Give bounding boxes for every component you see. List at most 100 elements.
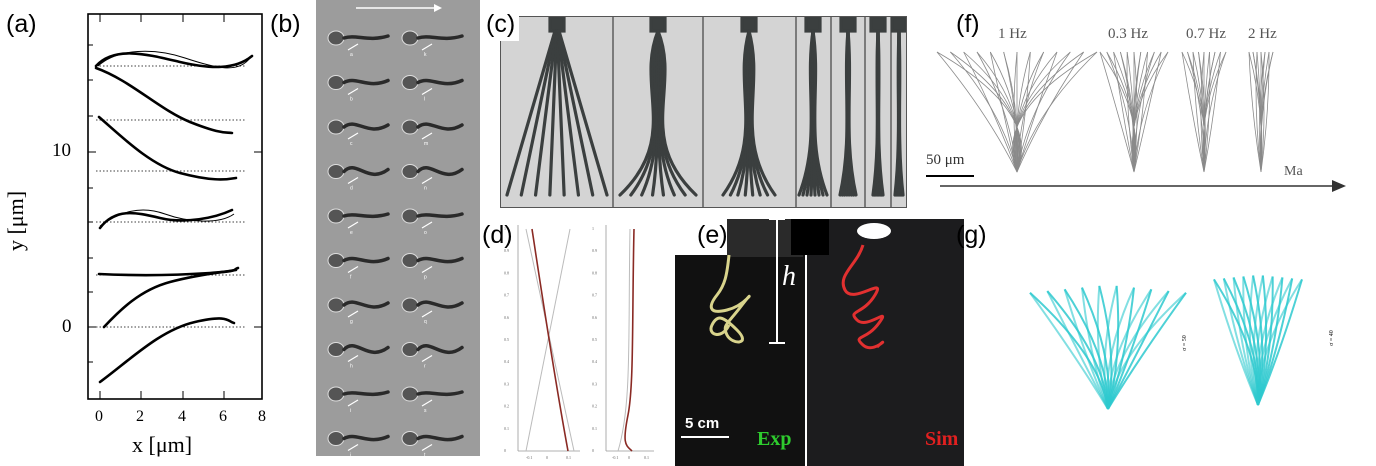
panel-d: (d) 1 1 0.9 0.9 0.8 0.8 0.7 0.7 0.6 0.6 0.5 0.5 0.4 0… <box>482 215 667 466</box>
cell-body <box>327 297 345 313</box>
lattice-rod <box>936 51 1018 173</box>
frame-letter: b <box>350 97 353 103</box>
flagellum <box>342 300 390 309</box>
flagellum <box>342 344 390 355</box>
flagellum <box>342 212 390 219</box>
cyan-rod <box>1103 285 1118 410</box>
d-xtick-right: 0 <box>628 455 630 460</box>
cyan-rod <box>1107 292 1187 410</box>
lattice-rod <box>1012 51 1084 173</box>
sigma-label-1: σ = 50 <box>1181 335 1188 351</box>
frame-letter: a <box>350 52 353 58</box>
sim-helix <box>841 244 885 350</box>
velocity-arrow <box>421 176 433 185</box>
d-ytick-right: 0.6 <box>592 315 597 320</box>
velocity-arrow <box>421 132 433 140</box>
sim-label: Sim <box>925 428 959 450</box>
rod-clamp <box>839 17 857 33</box>
rod <box>533 29 558 197</box>
panel-a-label: (a) <box>6 10 37 38</box>
velocity-arrow <box>421 265 433 274</box>
cell-body <box>401 431 419 446</box>
d-ytick-left: 0.7 <box>504 293 509 298</box>
black-box-occluder <box>791 219 829 255</box>
height-symbol: h <box>782 261 796 292</box>
d-ytick-left: 0.8 <box>504 270 509 275</box>
panel-g-label: (g) <box>956 221 987 249</box>
panel-f: (f) 1 Hz 0.3 Hz 0.7 Hz 2 Hz 50 μm Ma <box>922 0 1376 215</box>
d-xtick-left: -0.1 <box>526 455 532 460</box>
flagellum <box>416 212 464 219</box>
lattice-rod <box>1192 51 1205 173</box>
frame-letter: g <box>350 319 353 325</box>
cell-body <box>401 386 419 402</box>
panel-b-label: (b) <box>270 10 303 39</box>
velocity-arrow <box>347 43 359 51</box>
flagellum <box>416 34 464 41</box>
cell-body <box>401 208 419 224</box>
exp-photo <box>675 255 805 466</box>
lattice-rod <box>1016 51 1071 173</box>
cell-body <box>327 119 345 135</box>
microscopy-strip: a k b l c m d n e o f p g q h r i s j t <box>316 0 480 456</box>
d-ytick-right: 0.5 <box>592 337 597 342</box>
rod <box>555 29 566 197</box>
flagellum <box>416 300 464 309</box>
cell-body <box>401 253 419 268</box>
lattice-rod <box>1259 51 1274 173</box>
lattice-rod <box>1203 51 1211 173</box>
lattice-rod <box>1260 51 1270 173</box>
velocity-arrow <box>421 310 433 318</box>
d-ytick-left: 0.3 <box>504 381 509 386</box>
panel-g-cones <box>1029 275 1303 410</box>
d-ytick-right: 0.1 <box>592 426 597 431</box>
flagellum <box>342 34 390 41</box>
d-ytick-right: 0.3 <box>592 381 597 386</box>
sim-photo <box>807 219 964 466</box>
lattice-rod <box>1014 51 1058 173</box>
exp-photo-top <box>727 219 803 257</box>
cell-body <box>327 431 345 446</box>
lattice-rod <box>1133 51 1155 173</box>
cell-body <box>401 297 419 313</box>
velocity-arrow <box>347 354 359 363</box>
panel-d-plots: 1 1 0.9 0.9 0.8 0.8 0.7 0.7 0.6 0.6 0.5 0.5 0.4 0.4 0.… <box>504 225 654 460</box>
velocity-arrow <box>347 310 359 318</box>
frame-letter: n <box>424 186 427 192</box>
lattice-rod <box>1133 51 1148 173</box>
rod-clamp <box>740 17 758 33</box>
x-tick-4: 4 <box>178 408 186 425</box>
d-ytick-left: 0.9 <box>504 248 509 253</box>
rod <box>556 29 595 197</box>
rod <box>811 29 829 197</box>
frame-letter: f <box>350 275 352 281</box>
panel-a-plot <box>87 13 263 400</box>
cyan-rod <box>1107 287 1135 410</box>
exp-label: Exp <box>757 428 792 450</box>
lattice-rod <box>1016 51 1098 173</box>
d-ytick-left: 1 <box>504 226 506 231</box>
velocity-arrow <box>421 221 433 229</box>
d-ytick-left: 0.4 <box>504 359 509 364</box>
cyan-rod <box>1256 278 1303 406</box>
flagellum <box>342 122 390 131</box>
lattice-rod <box>936 51 1022 173</box>
flagellum <box>342 166 390 177</box>
frame-letter: i <box>350 408 351 414</box>
panel-c: (c) <box>482 0 922 215</box>
d-xtick-left: 0 <box>546 455 548 460</box>
frame-letter: r <box>424 364 426 370</box>
rod-clamp <box>649 17 667 33</box>
freq-label-2: 0.3 Hz <box>1108 26 1148 42</box>
panel-c-label: (c) <box>486 10 520 41</box>
plot-frame <box>87 13 263 400</box>
d-ytick-left: 0.5 <box>504 337 509 342</box>
d-xtick-left: 0.1 <box>566 455 571 460</box>
lattice-rod <box>1015 51 1031 173</box>
d-xtick-right: 0.1 <box>644 455 649 460</box>
x-axis-label: x [μm] <box>132 432 193 457</box>
flagellum <box>416 434 464 442</box>
cyan-rod <box>1063 289 1109 410</box>
lattice-rod <box>1260 51 1265 173</box>
velocity-arrow <box>421 354 433 363</box>
